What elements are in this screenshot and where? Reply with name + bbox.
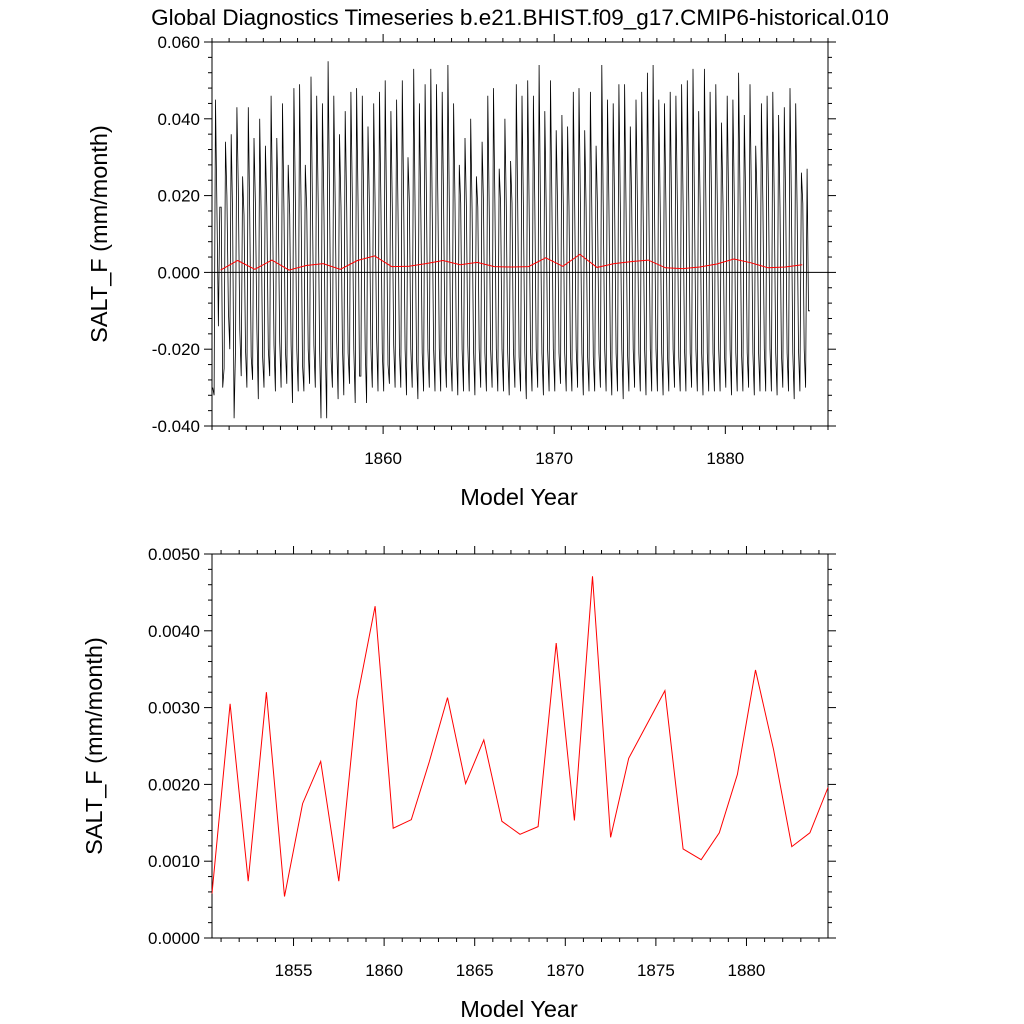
- top-x-tick-label: 1860: [364, 449, 402, 468]
- bottom-annual-series-line: [211, 576, 829, 897]
- top-y-tick-label: 0.000: [157, 263, 200, 282]
- top-monthly-series-line: [212, 61, 810, 419]
- top-y-tick-label: 0.060: [157, 33, 200, 52]
- top-y-tick-label: 0.020: [157, 187, 200, 206]
- bottom-x-tick-label: 1880: [728, 961, 766, 980]
- bottom-y-tick-label: 0.0010: [148, 852, 200, 871]
- top-monthly-line-layer: [212, 61, 810, 419]
- top-y-axis-label: SALT_F (mm/month): [86, 125, 112, 343]
- top-y-tick-label: -0.020: [152, 340, 200, 359]
- bottom-y-axis-label: SALT_F (mm/month): [81, 637, 107, 855]
- bottom-x-ticks: 1855 1860 1865 1870 1875 1880: [220, 546, 820, 980]
- top-panel: 1860 1870 1880 -0.040 -0.020 0.000 0.020 0.040…: [86, 33, 836, 510]
- figure-title: Global Diagnostics Timeseries b.e21.BHIS…: [151, 5, 889, 30]
- bottom-y-tick-label: 0.0050: [148, 545, 200, 564]
- bottom-x-tick-label: 1875: [637, 961, 675, 980]
- bottom-panel: 1855 1860 1865 1870 1875 1880 0.00000.00100.0…: [81, 545, 836, 1022]
- bottom-y-ticks: 0.0000 0.0010 0.0020 0.0030 0.0040 0.0050: [148, 545, 836, 948]
- bottom-y-tick-label: 0.0030: [148, 699, 200, 718]
- bottom-y-tick-label: 0.0040: [148, 622, 200, 641]
- top-x-axis-label: Model Year: [460, 484, 578, 510]
- bottom-x-axis-label: Model Year: [460, 996, 578, 1022]
- top-x-tick-label: 1870: [535, 449, 573, 468]
- top-annual-series-line: [220, 253, 803, 271]
- bottom-x-tick-label: 1870: [546, 961, 584, 980]
- bottom-y-tick-label: 0.0020: [148, 775, 200, 794]
- top-x-tick-label: 1880: [706, 449, 744, 468]
- bottom-x-tick-label: 1860: [365, 961, 403, 980]
- bottom-plot-frame: [211, 553, 829, 939]
- bottom-y-tick-label: 0.0000: [148, 929, 200, 948]
- top-annual-line-layer: [220, 253, 803, 271]
- top-y-ticks: -0.040 -0.020 0.000 0.020 0.040 0.060: [152, 33, 836, 436]
- bottom-annual-line-layer: [211, 576, 829, 897]
- top-y-tick-label: -0.040: [152, 417, 200, 436]
- bottom-plot-border: [211, 553, 829, 939]
- bottom-x-tick-label: 1865: [456, 961, 494, 980]
- top-y-tick-label: 0.040: [157, 110, 200, 129]
- bottom-x-tick-label: 1855: [275, 961, 313, 980]
- top-x-ticks: 1860 1870 1880: [211, 34, 829, 468]
